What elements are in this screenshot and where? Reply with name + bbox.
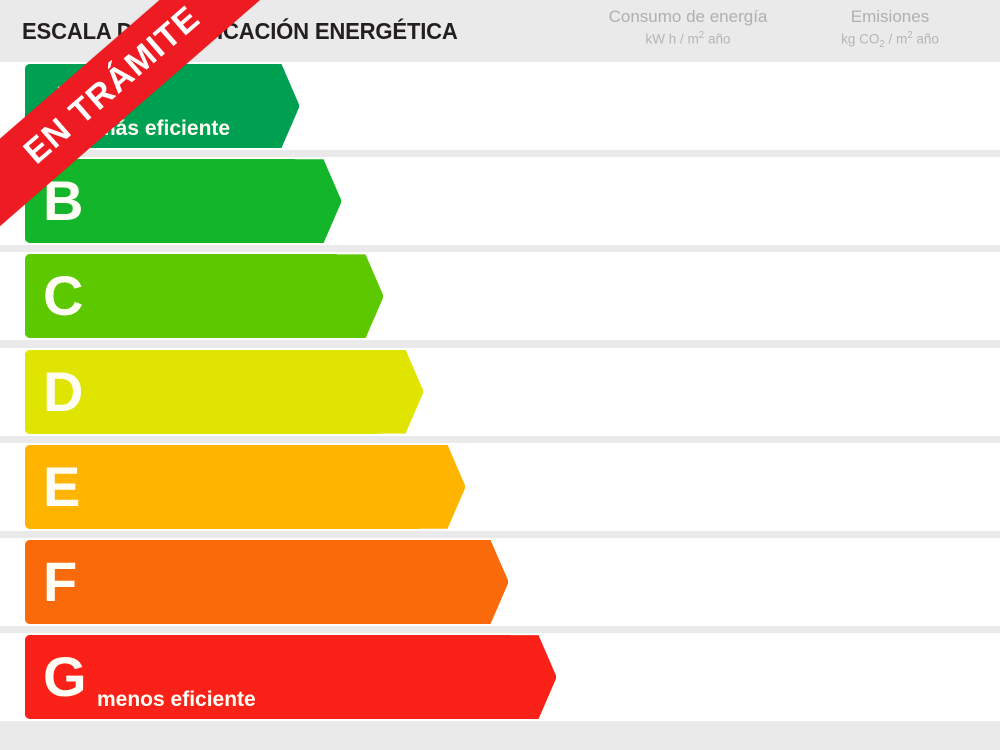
emisiones-unit-prefix: kg CO xyxy=(841,31,880,47)
emisiones-value-cell xyxy=(792,638,988,717)
rating-bar-c: C xyxy=(25,254,383,339)
emisiones-unit-subscript: 2 xyxy=(879,38,885,50)
emisiones-value-cell xyxy=(792,67,988,145)
consumo-value-cell xyxy=(592,257,784,336)
rating-efficiency-note: menos eficiente xyxy=(97,688,256,712)
rating-letter: E xyxy=(43,454,80,518)
consumo-value-cell xyxy=(592,542,784,621)
emisiones-value-cell xyxy=(792,352,988,431)
emisiones-unit-exponent: 2 xyxy=(907,29,913,41)
rating-row: C xyxy=(0,252,1000,348)
emisiones-unit-mid: / m xyxy=(884,31,908,47)
consumo-value-cell xyxy=(592,352,784,431)
row-gap xyxy=(0,625,1000,634)
rating-letter: B xyxy=(43,169,83,233)
column-header-consumo-label: Consumo de energía xyxy=(608,7,768,26)
rating-letter: C xyxy=(43,264,83,328)
consumo-unit-exponent: 2 xyxy=(698,29,705,41)
consumo-value-cell xyxy=(592,447,784,526)
rating-letter: F xyxy=(43,549,77,613)
rating-letter: G xyxy=(43,645,87,709)
emisiones-value-cell xyxy=(792,257,988,336)
emisiones-value-cell xyxy=(792,162,988,241)
rating-row: E xyxy=(0,442,1000,538)
column-header-consumo: Consumo de energía kW h / m2 año xyxy=(592,7,784,47)
page-title: ESCALA DE CALIFICACIÓN ENERGÉTICA xyxy=(22,18,458,44)
rating-bar-d: D xyxy=(25,349,423,434)
emisiones-unit-suffix: año xyxy=(912,31,939,47)
rating-bar-b: B xyxy=(25,159,341,244)
row-gap xyxy=(0,530,1000,538)
row-gap xyxy=(0,721,1000,729)
rating-bar-body xyxy=(25,635,510,720)
rating-row: B xyxy=(0,157,1000,253)
emisiones-value-cell xyxy=(792,447,988,526)
consumo-unit-suffix: año xyxy=(704,31,731,47)
rating-bar-body xyxy=(25,254,337,339)
rating-letter: A xyxy=(43,74,83,137)
rating-letter: D xyxy=(43,359,83,423)
row-gap xyxy=(0,435,1000,443)
consumo-unit-prefix: kW h / m xyxy=(645,31,699,47)
consumo-value-cell xyxy=(592,162,784,241)
column-header-emisiones-units: kg CO2 / m2 año xyxy=(792,30,988,50)
row-gap xyxy=(0,340,1000,348)
row-gap xyxy=(0,150,1000,158)
row-gap xyxy=(0,245,1000,253)
emisiones-value-cell xyxy=(792,542,988,621)
header: ESCALA DE CALIFICACIÓN ENERGÉTICA Consum… xyxy=(0,0,1000,62)
column-header-emisiones: Emisiones kg CO2 / m2 año xyxy=(792,7,988,50)
rating-efficiency-note: más eficiente xyxy=(97,117,231,140)
rating-row: F xyxy=(0,537,1000,634)
rating-bar-body xyxy=(25,349,377,434)
consumo-value-cell xyxy=(592,67,784,145)
consumo-value-cell xyxy=(592,638,784,717)
rating-row: D xyxy=(0,347,1000,443)
column-header-emisiones-label: Emisiones xyxy=(850,7,930,26)
rating-bar-f: F xyxy=(25,539,508,624)
rating-bar-e: E xyxy=(25,444,465,529)
column-header-consumo-units: kW h / m2 año xyxy=(592,30,784,47)
rating-bar-body xyxy=(25,444,419,529)
rating-bar-body xyxy=(25,539,462,624)
